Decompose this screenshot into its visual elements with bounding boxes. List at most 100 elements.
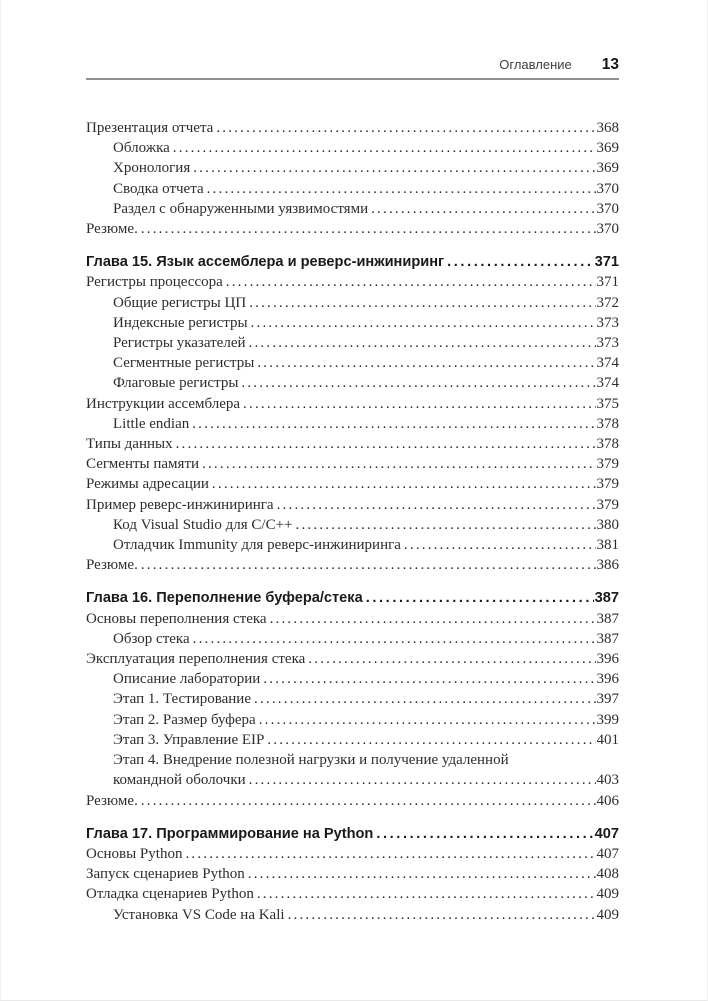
toc-entry: Режимы адресации 379 xyxy=(86,474,619,494)
dot-leader xyxy=(257,353,595,373)
toc-entry: Сегменты памяти 379 xyxy=(86,454,619,474)
dot-leader xyxy=(249,770,596,790)
toc-entry-title: Глава 17. Программирование на Python xyxy=(86,825,374,842)
toc-entry-title: Раздел с обнаруженными уязвимостями xyxy=(113,200,369,217)
toc-entry-title: Индексные регистры xyxy=(113,314,248,331)
toc-entry-title: Резюме. xyxy=(86,557,138,574)
toc-entry-title: Описание лаборатории xyxy=(113,671,261,688)
toc-entry-page: 374 xyxy=(596,355,620,372)
toc-entry: Отладчик Immunity для реверс-инжиниринга… xyxy=(86,535,619,555)
toc-entry-page: 396 xyxy=(596,671,620,688)
dot-leader xyxy=(193,158,595,178)
dot-leader xyxy=(207,179,596,199)
toc-entry-page: 371 xyxy=(596,274,620,291)
toc-entry-page: 379 xyxy=(596,476,620,493)
toc-entry-page: 371 xyxy=(594,254,619,271)
toc-entry-title: Этап 4. Внедрение полезной нагрузки и по… xyxy=(113,752,509,769)
toc-entry-title: Этап 3. Управление EIP xyxy=(113,731,265,748)
toc-entry-page: 370 xyxy=(596,180,620,197)
dot-leader xyxy=(249,333,596,353)
toc-entry-title: Этап 1. Тестирование xyxy=(113,691,251,708)
toc-entry: Раздел с обнаруженными уязвимостями 370 xyxy=(86,199,619,219)
toc-entry: Типы данных 378 xyxy=(86,434,619,454)
toc-entry-page: 379 xyxy=(596,456,620,473)
dot-leader xyxy=(216,118,595,138)
dot-leader xyxy=(308,649,595,669)
toc-entry: Пример реверс-инжиниринга 379 xyxy=(86,495,619,515)
dot-leader xyxy=(176,434,596,454)
toc-entry-page: 401 xyxy=(596,731,620,748)
toc-entry-title: Сводка отчета xyxy=(113,180,204,197)
toc-entry: Глава 16. Переполнение буфера/стека 387 xyxy=(86,588,619,608)
toc-entry-title: Отладчик Immunity для реверс-инжиниринга xyxy=(113,537,401,554)
toc-entry: Little endian 378 xyxy=(86,414,619,434)
page-number: 13 xyxy=(601,56,619,73)
dot-leader xyxy=(257,884,596,904)
toc-entry-page: 399 xyxy=(596,711,620,728)
toc-entry: Общие регистры ЦП 372 xyxy=(86,293,619,313)
toc-entry: Регистры процессора 371 xyxy=(86,272,619,292)
toc-entry: Описание лаборатории 396 xyxy=(86,669,619,689)
toc-entry-page: 387 xyxy=(594,590,619,607)
dot-leader xyxy=(185,844,595,864)
toc-entry-title: Пример реверс-инжиниринга xyxy=(86,496,274,513)
toc-entry: командной оболочки 403 xyxy=(86,770,619,790)
toc-entry: Этап 4. Внедрение полезной нагрузки и по… xyxy=(86,750,619,770)
toc-entry-page: 386 xyxy=(596,557,620,574)
dot-leader xyxy=(241,373,595,393)
toc-entry: Этап 2. Размер буфера 399 xyxy=(86,710,619,730)
dot-leader xyxy=(251,313,596,333)
toc-entry: Резюме. 386 xyxy=(86,555,619,575)
toc-entry-page: 372 xyxy=(596,294,620,311)
dot-leader xyxy=(296,515,596,535)
toc-entry-page: 374 xyxy=(596,375,620,392)
toc-entry-page: 387 xyxy=(596,630,620,647)
toc-entry-page: 368 xyxy=(596,120,620,136)
toc-entry: Основы переполнения стека 387 xyxy=(86,609,619,629)
dot-leader xyxy=(141,219,596,239)
toc-entry-title: Резюме. xyxy=(86,792,138,809)
toc-entry-page: 407 xyxy=(596,845,620,862)
toc-entry: Глава 15. Язык ассемблера и реверс-инжин… xyxy=(86,252,619,272)
toc-entry-title: Хронология xyxy=(113,160,191,177)
dot-leader xyxy=(141,555,596,575)
toc-entry: Индексные регистры 373 xyxy=(86,313,619,333)
toc-entry: Инструкции ассемблера 375 xyxy=(86,394,619,414)
toc-entry-page: 379 xyxy=(596,496,620,513)
toc-entry-page: 396 xyxy=(596,651,620,668)
toc-entry: Регистры указателей 373 xyxy=(86,333,619,353)
toc-entry: Глава 17. Программирование на Python 407 xyxy=(86,824,619,844)
dot-leader xyxy=(249,293,595,313)
page-header: Оглавление 13 xyxy=(86,56,619,73)
toc-entry: Флаговые регистры 374 xyxy=(86,373,619,393)
toc-entry-page: 378 xyxy=(596,415,620,432)
toc-entry: Сегментные регистры 374 xyxy=(86,353,619,373)
toc-entry-title: Регистры процессора xyxy=(86,274,223,291)
toc-entry-page: 373 xyxy=(596,314,620,331)
toc-entry-title: Обзор стека xyxy=(113,630,190,647)
toc-entry-title: Основы переполнения стека xyxy=(86,610,267,627)
toc-entry: Запуск сценариев Python 408 xyxy=(86,864,619,884)
toc-entry-title: Регистры указателей xyxy=(113,335,246,352)
toc-entry: Код Visual Studio для C/C++ 380 xyxy=(86,515,619,535)
toc-entry-title: Резюме. xyxy=(86,221,138,238)
dot-leader xyxy=(270,609,596,629)
dot-leader xyxy=(277,495,596,515)
toc-entry-title: Глава 16. Переполнение буфера/стека xyxy=(86,590,363,607)
toc-entry-page: 375 xyxy=(596,395,620,412)
dot-leader xyxy=(173,138,596,158)
toc-entry: Отладка сценариев Python 409 xyxy=(86,884,619,904)
dot-leader xyxy=(263,669,595,689)
toc-entry-page: 409 xyxy=(596,886,620,903)
toc-entry-page: 370 xyxy=(596,221,620,238)
toc-entry-title: Сегменты памяти xyxy=(86,456,200,473)
toc-entry-title: Глава 15. Язык ассемблера и реверс-инжин… xyxy=(86,254,445,271)
dot-leader xyxy=(202,454,595,474)
toc-entry: Этап 1. Тестирование 397 xyxy=(86,689,619,709)
toc-entry-title: Этап 2. Размер буфера xyxy=(113,711,256,728)
dot-leader xyxy=(254,689,596,709)
toc-entry-page: 373 xyxy=(596,335,620,352)
dot-leader xyxy=(192,414,595,434)
toc-entry-page: 409 xyxy=(596,906,620,923)
